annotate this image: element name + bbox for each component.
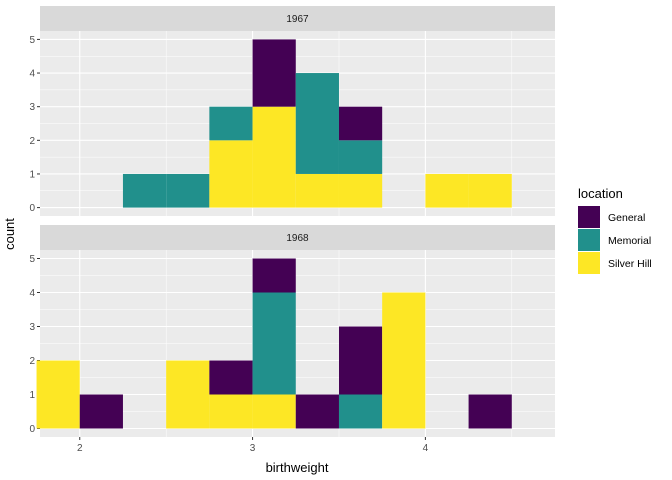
bar-silver-hill [382,292,426,429]
y-tick-label: 2 [29,356,35,367]
facet-strip [40,225,555,250]
bar-silver-hill [36,360,80,429]
bar-memorial [252,292,296,395]
bar-silver-hill [166,360,210,429]
bar-general [338,106,383,141]
legend-items: General Memorial Silver Hill [578,206,652,274]
x-tick-label: 3 [250,443,256,454]
facet-strip-label: 1968 [286,233,309,244]
bar-general [468,394,512,429]
legend-title: location [578,186,623,201]
bar-silver-hill [209,394,253,429]
bar-memorial [166,173,210,208]
legend-label: General [608,212,645,224]
bar-silver-hill [209,140,253,208]
facet-strip-label: 1967 [286,14,309,25]
bar-silver-hill [295,173,339,208]
bar-silver-hill [252,106,296,208]
bar-general [252,258,296,293]
bar-memorial [295,73,339,174]
bar-silver-hill [252,394,296,429]
legend-key [578,206,600,228]
legend-item: Silver Hill [578,252,652,274]
legend-item: General [578,206,645,228]
legend-label: Silver Hill [608,258,652,270]
y-tick-label: 5 [29,35,35,46]
bar-memorial [209,106,253,141]
y-tick-label: 3 [29,102,35,113]
bar-silver-hill [425,173,469,208]
legend-key [578,252,600,274]
bar-general [209,360,253,395]
bar-general [252,39,296,107]
y-tick-label: 1 [29,390,35,401]
x-axis-title: birthweight [266,460,329,475]
bar-memorial [338,140,383,174]
facet-panel-1967: 1967 0 1 2 3 4 5 [29,6,555,216]
y-axis-title: count [2,218,17,250]
facet-panel-1968: 1968 0 1 2 3 4 5 [29,225,555,437]
legend-label: Memorial [608,235,651,247]
bar-general [295,394,339,429]
facet-panels: 1967 0 1 2 3 4 5 1968 0 1 2 3 4 5 [29,6,555,437]
legend-key [578,229,600,251]
y-tick-label: 4 [29,69,35,80]
x-tick-label: 4 [423,443,429,454]
bar-memorial [122,173,167,208]
y-tick-label: 0 [29,424,35,435]
x-axis: 2 3 4 [77,437,429,454]
x-tick-label: 2 [77,443,83,454]
facet-strip [40,6,555,31]
y-tick-label: 4 [29,288,35,299]
y-tick-label: 2 [29,136,35,147]
y-tick-label: 3 [29,322,35,333]
y-tick-label: 0 [29,203,35,214]
y-tick-label: 1 [29,169,35,180]
bar-silver-hill [468,173,512,208]
bar-general [79,394,123,429]
legend-item: Memorial [578,229,651,251]
bar-general [338,326,383,395]
y-tick-label: 5 [29,254,35,265]
bar-memorial [338,394,383,429]
legend: location General Memorial Silver Hill [578,186,652,274]
bar-silver-hill [338,173,383,208]
